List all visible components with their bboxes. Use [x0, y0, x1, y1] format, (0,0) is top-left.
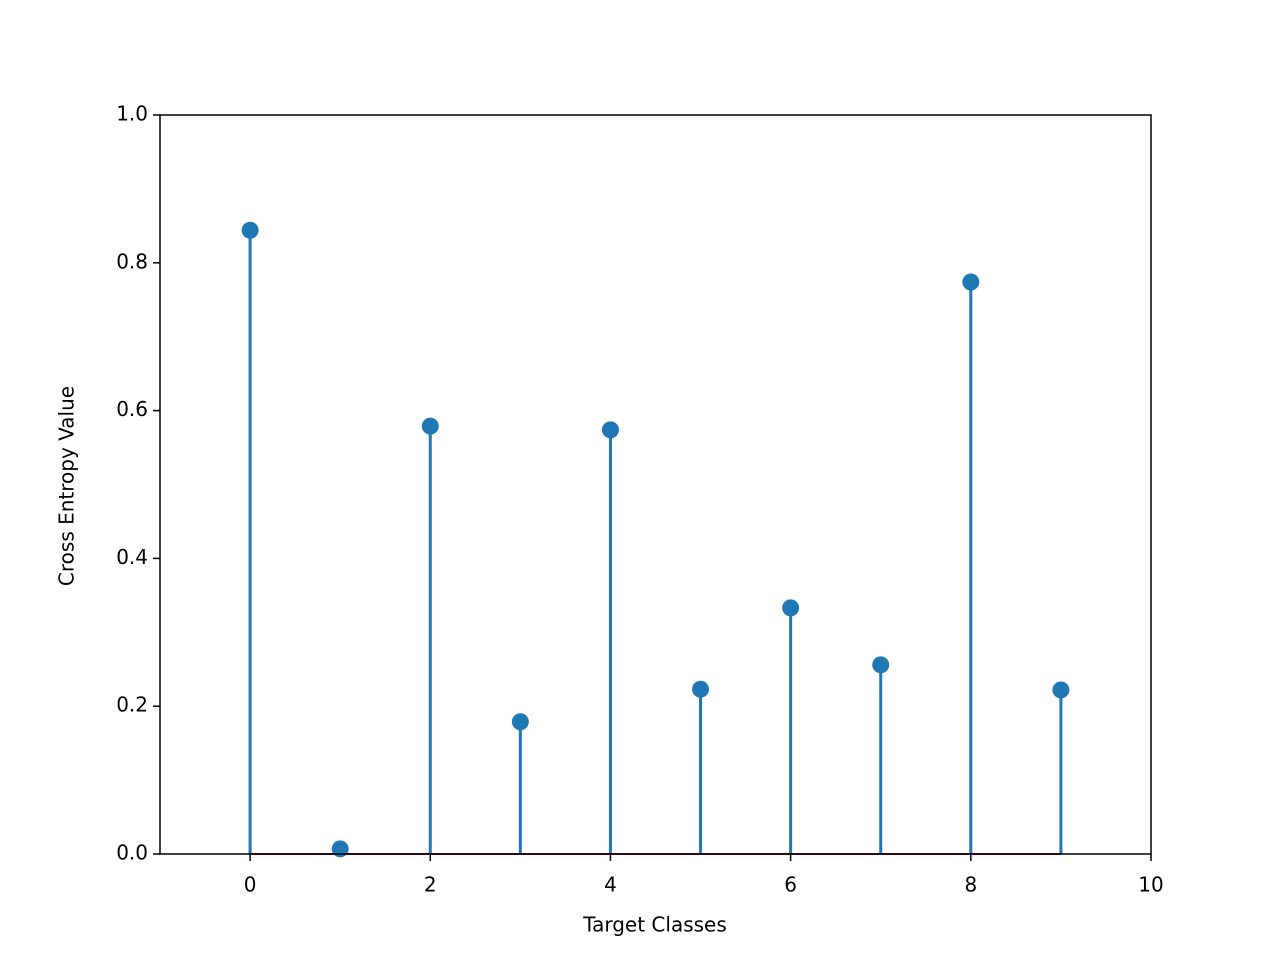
x-tick-label: 0 — [244, 873, 257, 897]
stem-marker — [331, 840, 349, 858]
stem-marker — [782, 599, 800, 617]
plot-frame — [159, 114, 1152, 855]
x-tick-label: 2 — [424, 873, 437, 897]
x-tick-label: 10 — [1138, 873, 1163, 897]
stem-marker — [421, 417, 439, 435]
x-tick-label: 6 — [784, 873, 797, 897]
y-tick-label: 0.4 — [116, 545, 148, 569]
stem-marker — [511, 713, 529, 731]
x-tick-label: 8 — [964, 873, 977, 897]
stem-marker — [1052, 681, 1070, 699]
y-tick-label: 0.2 — [116, 693, 148, 717]
y-axis-label: Cross Entropy Value — [55, 386, 79, 586]
y-tick-label: 0.6 — [116, 397, 148, 421]
stem-marker — [601, 421, 619, 439]
x-axis-label: Target Classes — [582, 913, 727, 937]
stem-marker — [962, 273, 980, 291]
y-tick-label: 0.0 — [116, 841, 148, 865]
y-tick-label: 1.0 — [116, 102, 148, 126]
y-tick-label: 0.8 — [116, 249, 148, 273]
stem-marker — [241, 221, 259, 239]
stem-marker — [692, 680, 710, 698]
x-tick-label: 4 — [604, 873, 617, 897]
stem-marker — [872, 656, 890, 674]
